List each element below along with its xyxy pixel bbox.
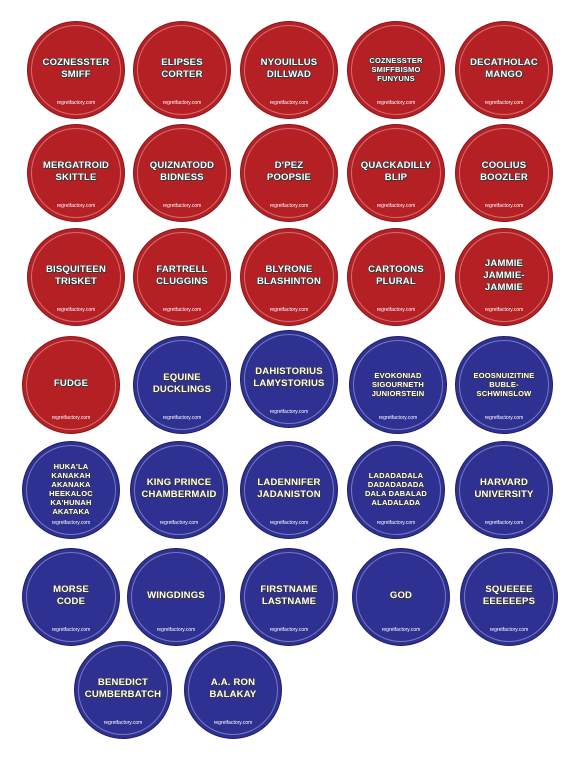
badge-site: regretfactory.com	[269, 627, 309, 633]
badge-site: regretfactory.com	[56, 100, 96, 106]
badge-name: FUDGE	[53, 378, 89, 389]
badge-name: D'PEZ POOPSIE	[266, 160, 312, 183]
badge-site: regretfactory.com	[156, 627, 196, 633]
badge-site: regretfactory.com	[484, 520, 524, 526]
badge-name: EVOKONIAD SIGOURNETH JUNIORSTEIN	[371, 370, 425, 398]
badge-name: QUIZNATODD BIDNESS	[149, 160, 215, 183]
badge: GOD regretfactory.com	[352, 548, 450, 646]
badge: DAHISTORIUS LAMYSTORIUS regretfactory.co…	[240, 330, 338, 428]
badge-name: EQUINE DUCKLINGS	[152, 372, 212, 395]
badge: HUKA'LA KANAKAH AKANAKA HEEKALOC KA'HUNA…	[22, 441, 120, 539]
badge-site: regretfactory.com	[269, 100, 309, 106]
badge: MERGATROID SKITTLE regretfactory.com	[27, 124, 125, 222]
badge: BISQUITEEN TRISKET regretfactory.com	[27, 228, 125, 326]
badge-site: regretfactory.com	[489, 627, 529, 633]
badge-site: regretfactory.com	[484, 203, 524, 209]
badge: QUIZNATODD BIDNESS regretfactory.com	[133, 124, 231, 222]
badge-site: regretfactory.com	[56, 203, 96, 209]
badge: LADENNIFER JADANISTON regretfactory.com	[240, 441, 338, 539]
badge-name: NYOUILLUS DILLWAD	[260, 57, 318, 80]
badge-name: DECATHOLAC MANGO	[470, 57, 538, 80]
badge-site: regretfactory.com	[484, 100, 524, 106]
badge: LADADADALA DADADADADA DALA DABALAD ALADA…	[347, 441, 445, 539]
badge-site: regretfactory.com	[269, 409, 309, 415]
badge-name: COZNESSTER SMIFF	[42, 57, 110, 80]
badge: A.A. RON BALAKAY regretfactory.com	[184, 641, 282, 739]
badge-name: MORSE CODE	[53, 584, 89, 607]
badge-site: regretfactory.com	[484, 415, 524, 421]
badge-site: regretfactory.com	[162, 307, 202, 313]
badge: FARTRELL CLUGGINS regretfactory.com	[133, 228, 231, 326]
badge-name: JAMMIE JAMMIE- JAMMIE	[483, 258, 525, 293]
badge-name: DAHISTORIUS LAMYSTORIUS	[253, 366, 325, 389]
badge-site: regretfactory.com	[269, 307, 309, 313]
badge: MORSE CODE regretfactory.com	[22, 548, 120, 646]
badge-name: FARTRELL CLUGGINS	[156, 264, 208, 287]
badge: COOLIUS BOOZLER regretfactory.com	[455, 124, 553, 222]
badge: JAMMIE JAMMIE- JAMMIE regretfactory.com	[455, 228, 553, 326]
badge-site: regretfactory.com	[269, 520, 309, 526]
badge-site: regretfactory.com	[103, 720, 143, 726]
badge: FUDGE regretfactory.com	[22, 336, 120, 434]
badge: FIRSTNAME LASTNAME regretfactory.com	[240, 548, 338, 646]
badge: SQUEEEE EEEEEEPS regretfactory.com	[460, 548, 558, 646]
badge: HARVARD UNIVERSITY regretfactory.com	[455, 441, 553, 539]
badge: EOOSNUIZITINE BUBLE- SCHWINSLOW regretfa…	[455, 336, 553, 434]
badge: BLYRONE BLASHINTON regretfactory.com	[240, 228, 338, 326]
badge-name: BISQUITEEN TRISKET	[45, 264, 107, 287]
badge-name: CARTOONS PLURAL	[368, 264, 424, 287]
badge-name: BLYRONE BLASHINTON	[256, 264, 322, 287]
badge-name: KING PRINCE CHAMBERMAID	[141, 477, 217, 500]
badge: D'PEZ POOPSIE regretfactory.com	[240, 124, 338, 222]
badge: COZNESSTER SMIFF regretfactory.com	[27, 21, 125, 119]
badge-site: regretfactory.com	[484, 307, 524, 313]
badge-site: regretfactory.com	[162, 100, 202, 106]
badge-name: HUKA'LA KANAKAH AKANAKA HEEKALOC KA'HUNA…	[49, 462, 93, 516]
badge-name: COOLIUS BOOZLER	[480, 160, 528, 183]
badge-name: GOD	[389, 590, 413, 601]
badge: DECATHOLAC MANGO regretfactory.com	[455, 21, 553, 119]
badge-site: regretfactory.com	[51, 520, 91, 526]
badge-site: regretfactory.com	[381, 627, 421, 633]
badge-site: regretfactory.com	[376, 307, 416, 313]
badge-site: regretfactory.com	[376, 520, 416, 526]
badge: WINGDINGS regretfactory.com	[127, 548, 225, 646]
badge-site: regretfactory.com	[162, 415, 202, 421]
badge-name: QUACKADILLY BLIP	[360, 160, 432, 183]
badge: EVOKONIAD SIGOURNETH JUNIORSTEIN regretf…	[349, 336, 447, 434]
badge-site: regretfactory.com	[162, 203, 202, 209]
badge-site: regretfactory.com	[159, 520, 199, 526]
badge: EQUINE DUCKLINGS regretfactory.com	[133, 336, 231, 434]
badge-name: LADENNIFER JADANISTON	[257, 477, 321, 500]
badge: NYOUILLUS DILLWAD regretfactory.com	[240, 21, 338, 119]
badge: QUACKADILLY BLIP regretfactory.com	[347, 124, 445, 222]
badge: KING PRINCE CHAMBERMAID regretfactory.co…	[130, 441, 228, 539]
badge-site: regretfactory.com	[376, 100, 416, 106]
badge: COZNESSTER SMIFFBISMO FUNYUNS regretfact…	[347, 21, 445, 119]
badge-site: regretfactory.com	[56, 307, 96, 313]
badge-site: regretfactory.com	[51, 627, 91, 633]
badge-site: regretfactory.com	[269, 203, 309, 209]
badge-name: COZNESSTER SMIFFBISMO FUNYUNS	[369, 55, 423, 83]
badge-site: regretfactory.com	[376, 203, 416, 209]
badge-name: HARVARD UNIVERSITY	[474, 477, 534, 500]
badge-name: MERGATROID SKITTLE	[42, 160, 110, 183]
badge-name: ELIPSES CORTER	[161, 57, 203, 80]
badge-site: regretfactory.com	[213, 720, 253, 726]
badge-name: SQUEEEE EEEEEEPS	[482, 584, 536, 607]
badge-site: regretfactory.com	[51, 415, 91, 421]
badge-name: A.A. RON BALAKAY	[209, 677, 257, 700]
badge-name: WINGDINGS	[147, 590, 205, 601]
badge-site: regretfactory.com	[378, 415, 418, 421]
badge: BENEDICT CUMBERBATCH regretfactory.com	[74, 641, 172, 739]
badge-name: LADADADALA DADADADADA DALA DABALAD ALADA…	[364, 471, 428, 507]
badge: ELIPSES CORTER regretfactory.com	[133, 21, 231, 119]
badge-name: FIRSTNAME LASTNAME	[260, 584, 318, 607]
badge-name: BENEDICT CUMBERBATCH	[84, 677, 162, 700]
badge-name: EOOSNUIZITINE BUBLE- SCHWINSLOW	[473, 370, 535, 398]
badge: CARTOONS PLURAL regretfactory.com	[347, 228, 445, 326]
